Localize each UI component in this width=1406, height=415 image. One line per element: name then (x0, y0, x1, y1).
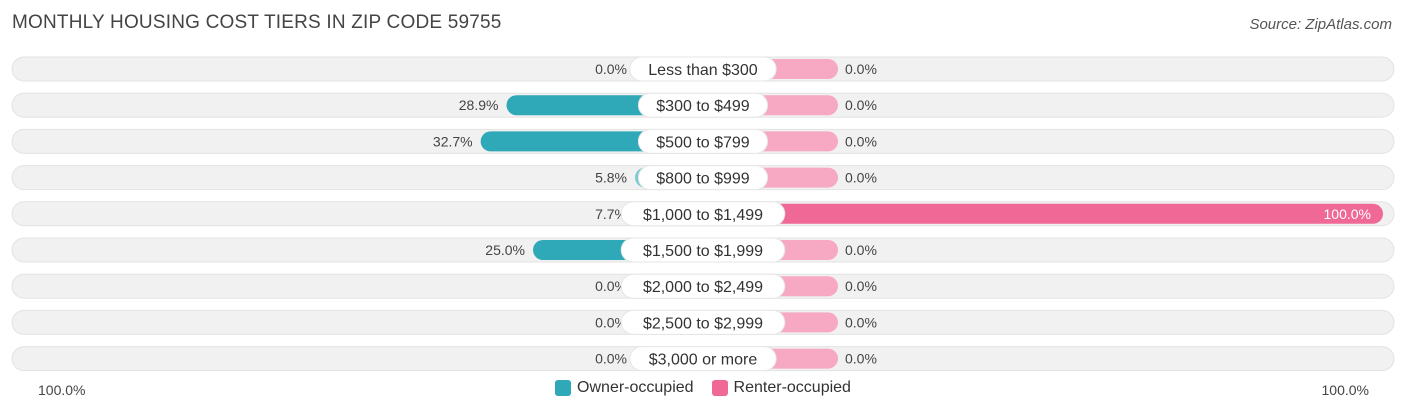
owner-value-label: 0.0% (595, 278, 627, 294)
renter-swatch (711, 380, 728, 396)
legend-label-renter: Renter-occupied (733, 379, 851, 396)
category-label: $800 to $999 (656, 171, 750, 188)
chart-title: MONTHLY HOUSING COST TIERS IN ZIP CODE 5… (12, 12, 502, 33)
owner-value-label: 32.7% (433, 133, 473, 149)
category-pill (629, 346, 777, 372)
renter-bar (703, 203, 1383, 224)
axis-left-label: 100.0% (38, 382, 86, 398)
renter-value-label: 100.0% (1324, 206, 1371, 222)
renter-value-label: 0.0% (845, 97, 877, 113)
owner-value-label: 0.0% (595, 314, 627, 330)
legend: Owner-occupied Renter-occupied (0, 379, 1406, 397)
category-label: $3,000 or more (649, 352, 758, 369)
category-pill (620, 237, 786, 263)
owner-value-label: 5.8% (595, 170, 627, 186)
legend-item-owner: Owner-occupied (555, 379, 694, 397)
renter-value-label: 0.0% (845, 61, 877, 77)
legend-label-owner: Owner-occupied (577, 379, 694, 396)
renter-value-label: 0.0% (845, 351, 877, 367)
legend-item-renter: Renter-occupied (711, 379, 851, 397)
category-label: $1,000 to $1,499 (643, 207, 763, 224)
owner-value-label: 25.0% (485, 242, 525, 258)
category-label: Less than $300 (648, 62, 758, 79)
category-pill (620, 273, 786, 299)
owner-swatch (555, 380, 572, 396)
source-credit: Source: ZipAtlas.com (1249, 16, 1392, 33)
category-pill (637, 92, 769, 118)
category-pill (637, 128, 769, 154)
category-label: $2,000 to $2,499 (643, 279, 763, 296)
renter-value-label: 0.0% (845, 133, 877, 149)
renter-value-label: 0.0% (845, 170, 877, 186)
category-pill (620, 201, 786, 227)
renter-value-label: 0.0% (845, 242, 877, 258)
owner-value-label: 28.9% (459, 97, 499, 113)
category-label: $2,500 to $2,999 (643, 315, 763, 332)
category-pill (620, 309, 786, 335)
owner-value-label: 0.0% (595, 351, 627, 367)
category-label: $500 to $799 (656, 134, 750, 151)
renter-value-label: 0.0% (845, 278, 877, 294)
chart-area: 0.0% 0.0% Less than $300 28.9% 0.0% $300 to $… (11, 56, 1395, 372)
owner-value-label: 7.7% (595, 206, 627, 222)
axis-right-label: 100.0% (1321, 382, 1369, 398)
category-label: $1,500 to $1,999 (643, 243, 763, 260)
category-pill (629, 56, 777, 82)
category-label: $300 to $499 (656, 98, 750, 115)
category-pill (637, 165, 769, 191)
renter-value-label: 0.0% (845, 314, 877, 330)
owner-value-label: 0.0% (595, 61, 627, 77)
